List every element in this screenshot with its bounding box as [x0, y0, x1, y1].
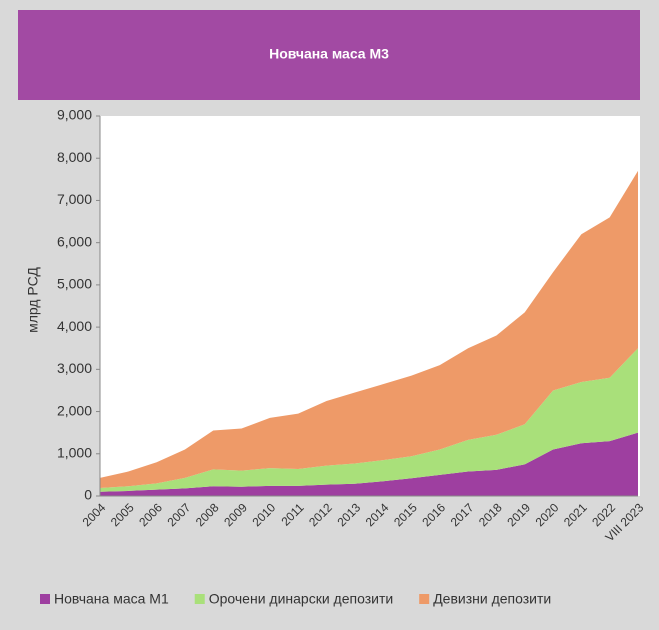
legend-label: Орочени динарски депозити: [209, 591, 393, 607]
area: [100, 348, 638, 492]
y-tick-label: 8,000: [57, 149, 92, 165]
y-tick-label: 6,000: [57, 233, 92, 249]
chart-title: Новчана маса М3: [269, 46, 389, 62]
legend-label: Девизни депозити: [433, 591, 551, 607]
area: [100, 432, 638, 496]
legend-label: Новчана маса М1: [54, 591, 169, 607]
legend-swatch: [194, 594, 205, 604]
y-axis-label: млрд РСД: [25, 267, 41, 333]
legend-swatch: [419, 594, 430, 604]
y-tick-label: 2,000: [57, 402, 92, 418]
legend-swatch: [40, 594, 50, 604]
area: [100, 170, 638, 488]
y-tick-label: 1,000: [57, 444, 92, 460]
title-band: [18, 10, 640, 100]
y-tick-label: 4,000: [57, 318, 92, 334]
y-tick-label: 5,000: [57, 276, 92, 292]
y-tick-label: 7,000: [57, 191, 92, 207]
y-tick-label: 3,000: [57, 360, 92, 376]
y-tick-label: 9,000: [57, 107, 92, 123]
y-tick-label: 0: [84, 487, 92, 503]
